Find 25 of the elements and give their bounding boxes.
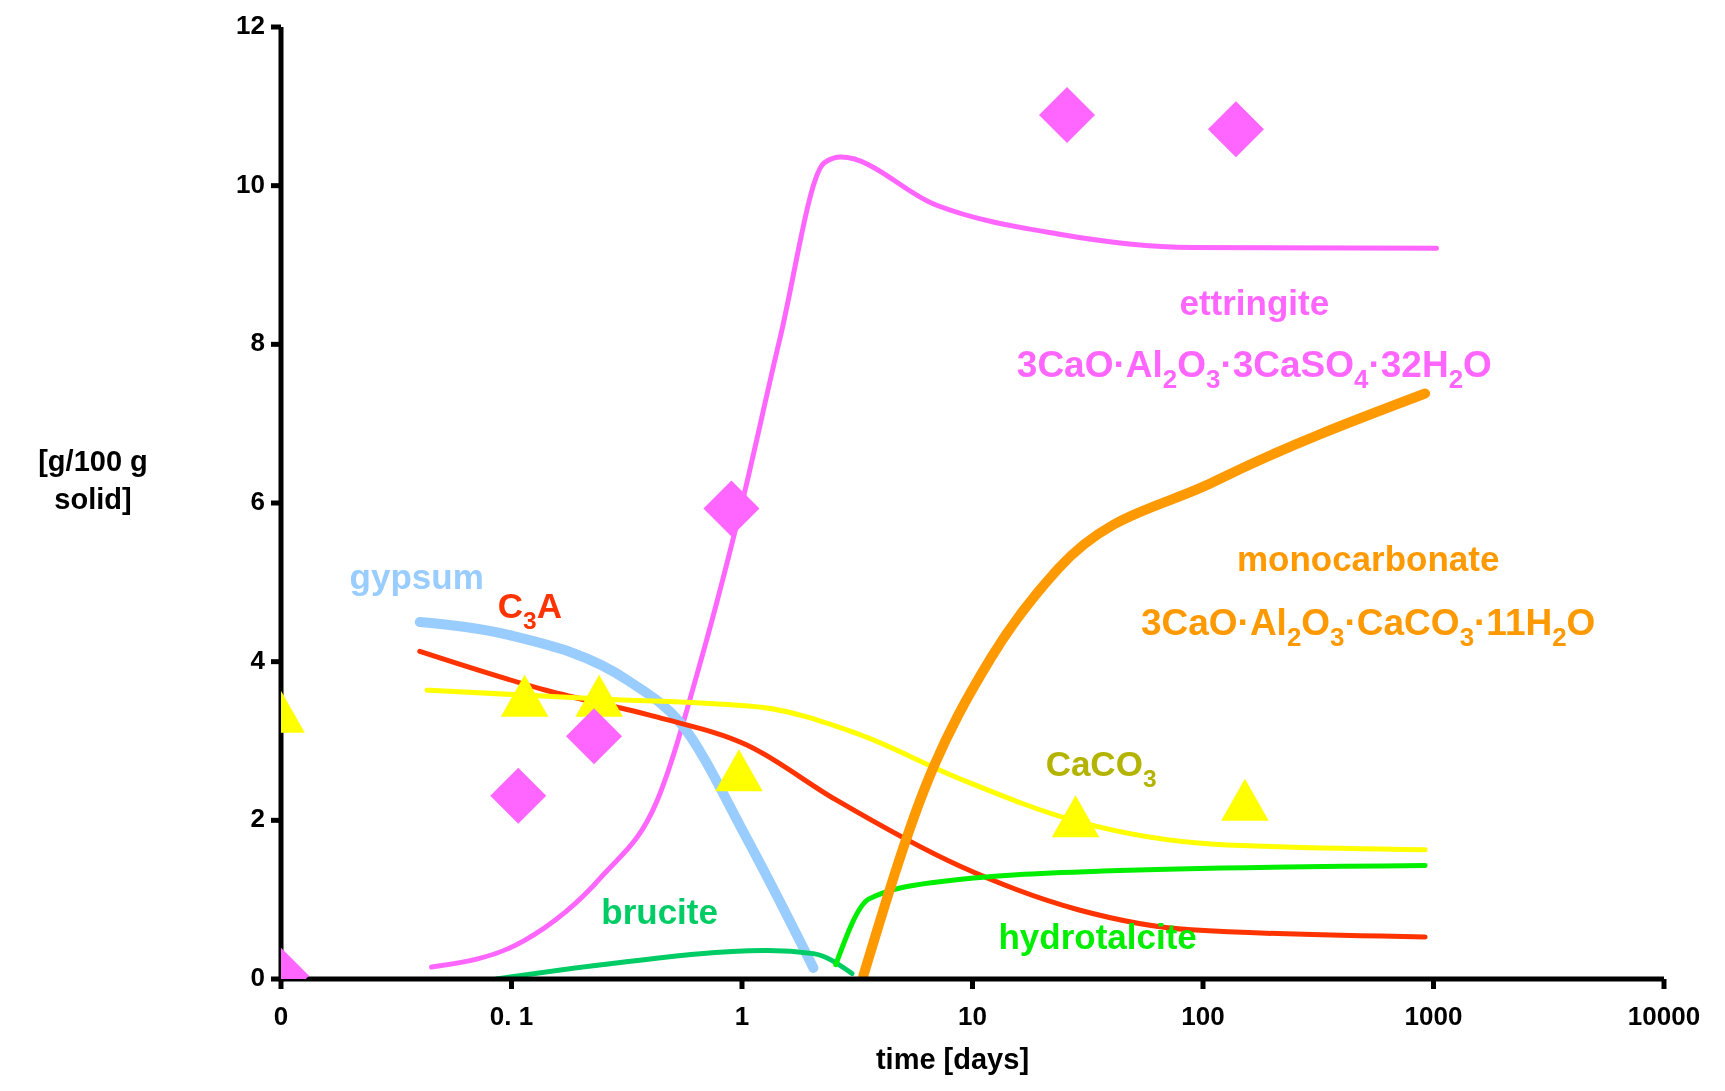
y-tick-label: 10 — [236, 168, 265, 199]
x-tick-label: 10000 — [1627, 1001, 1701, 1031]
y-tick-label: 6 — [250, 485, 265, 516]
y-tick-label: 4 — [250, 644, 266, 675]
y-tick-label: 2 — [250, 803, 265, 834]
series-label: hydrotalcite — [998, 917, 1197, 957]
x-axis-title: time [days] — [874, 1043, 1031, 1076]
series-label: brucite — [601, 891, 718, 931]
series-label: monocarbonate — [1236, 538, 1500, 578]
series-label: C$_{3}$A — [497, 586, 562, 635]
x-tick-label: 1000 — [1404, 1001, 1463, 1031]
x-tick-label: 10 — [958, 1001, 987, 1031]
x-tick-label: 1 — [734, 1001, 750, 1031]
y-tick-label: 8 — [250, 327, 265, 358]
series-label: gypsum — [349, 557, 484, 597]
x-tick-label: 0 — [273, 1001, 289, 1031]
series-label: CaCO$_{3}$ — [1045, 744, 1157, 792]
y-axis-title: [g/100 g solid] — [37, 444, 149, 517]
y-tick-label: 12 — [236, 9, 265, 40]
x-tick-label: 100 — [1181, 1001, 1225, 1031]
text: 3CaO·Al$_{2}$O$_{3}$·3CaSO$_{4}$·32H$_{2}$O — [1016, 343, 1492, 393]
x-tick-label: 0. 1 — [489, 1001, 534, 1031]
text: 3CaO·Al$_{2}$O$_{3}$·CaCO$_{3}$·11H$_{2}$O — [1140, 601, 1596, 651]
series-label: ettringite — [1179, 282, 1330, 322]
y-tick-label: 0 — [250, 961, 265, 992]
